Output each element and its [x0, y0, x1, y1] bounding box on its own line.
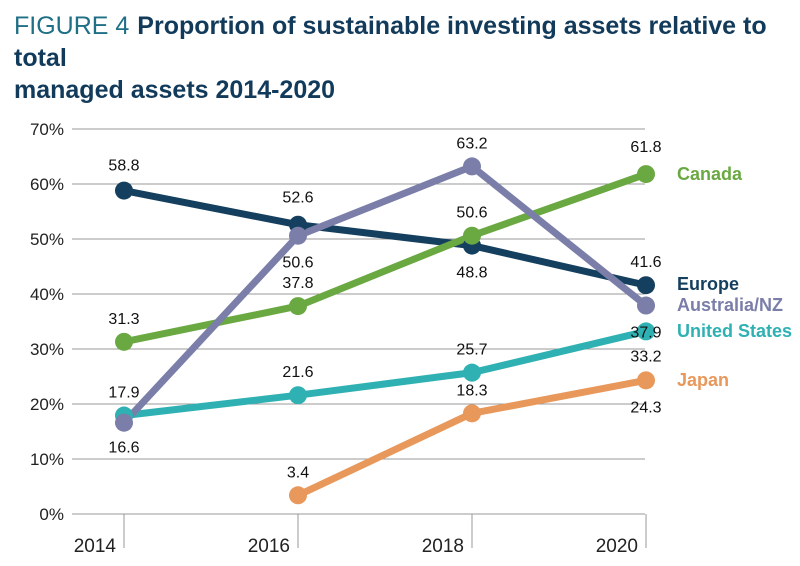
data-point-canada [463, 226, 481, 245]
y-axis: 0% 10% 20% 30% 40% 50% 60% 70% [30, 120, 64, 524]
data-point-united-states [463, 363, 481, 382]
data-label-australia-nz: 50.6 [282, 255, 313, 272]
data-point-japan [463, 404, 481, 423]
y-tick-label: 10% [30, 450, 64, 469]
gridlines [72, 128, 647, 548]
data-label-canada: 50.6 [456, 205, 487, 222]
legend-japan: Japan [677, 370, 729, 390]
title-line-2: managed assets 2014-2020 [14, 76, 336, 104]
x-axis: 2014 2016 2018 2020 [74, 536, 638, 557]
title-line-1: FIGURE 4 Proportion of sustainable invest… [14, 10, 784, 74]
data-point-canada [289, 297, 307, 316]
data-point-canada [115, 332, 133, 351]
series-lines [120, 162, 650, 499]
series-points [115, 157, 655, 505]
title-text-1: Proportion of sustainable investing asse… [14, 12, 767, 72]
y-tick-label: 70% [30, 120, 64, 139]
data-point-united-states [637, 322, 655, 341]
data-point-europe [637, 276, 655, 295]
data-label-europe: 52.6 [282, 190, 313, 207]
legend-europe: Europe [677, 274, 739, 294]
y-tick-label: 50% [30, 230, 64, 249]
data-label-united-states: 21.6 [282, 364, 313, 381]
y-tick-label: 20% [30, 395, 64, 414]
series-line-australia-nz [120, 162, 650, 427]
chart-title: FIGURE 4 Proportion of sustainable invest… [14, 10, 784, 106]
x-tick-label: 2014 [74, 536, 117, 557]
data-label-canada: 61.8 [630, 139, 661, 156]
data-label-europe: 41.6 [630, 254, 661, 271]
data-label-australia-nz: 37.9 [630, 325, 661, 342]
y-tick-label: 30% [30, 340, 64, 359]
data-point-europe [115, 181, 133, 200]
data-point-australia-nz [289, 226, 307, 245]
data-label-japan: 24.3 [630, 399, 661, 416]
data-point-japan [637, 371, 655, 390]
data-label-australia-nz: 16.6 [108, 440, 139, 457]
legend-australia-nz: Australia/NZ [677, 295, 783, 315]
y-tick-label: 40% [30, 285, 64, 304]
y-tick-label: 60% [30, 175, 64, 194]
data-label-canada: 31.3 [108, 311, 139, 328]
data-label-united-states: 25.7 [456, 342, 487, 359]
data-label-japan: 3.4 [287, 464, 309, 481]
data-label-canada: 37.8 [282, 275, 313, 292]
data-point-australia-nz [637, 296, 655, 315]
data-label-europe: 58.8 [108, 158, 139, 175]
data-point-canada [637, 165, 655, 184]
data-label-united-states: 17.9 [108, 385, 139, 402]
series-line-europe [120, 187, 650, 289]
data-label-united-states: 33.2 [630, 348, 661, 365]
data-point-australia-nz [115, 413, 133, 432]
data-label-japan: 18.3 [456, 382, 487, 399]
legend-united-states: United States [677, 321, 792, 341]
y-tick-label: 0% [39, 505, 64, 524]
series-line-canada [120, 170, 650, 346]
series-line-united-states [120, 327, 650, 420]
data-point-japan [289, 486, 307, 505]
legend-canada: Canada [677, 164, 743, 184]
x-tick-label: 2020 [596, 536, 638, 557]
data-labels: 31.3 37.8 50.6 61.8 58.8 52.6 48.8 41.6 16.6 50.6… [108, 135, 661, 481]
data-point-australia-nz [463, 157, 481, 176]
x-tick-label: 2018 [422, 536, 464, 557]
data-label-europe: 48.8 [456, 265, 487, 282]
data-point-united-states [289, 386, 307, 405]
data-label-australia-nz: 63.2 [456, 135, 487, 152]
figure-label: FIGURE 4 [14, 12, 130, 40]
x-tick-label: 2016 [248, 536, 290, 557]
